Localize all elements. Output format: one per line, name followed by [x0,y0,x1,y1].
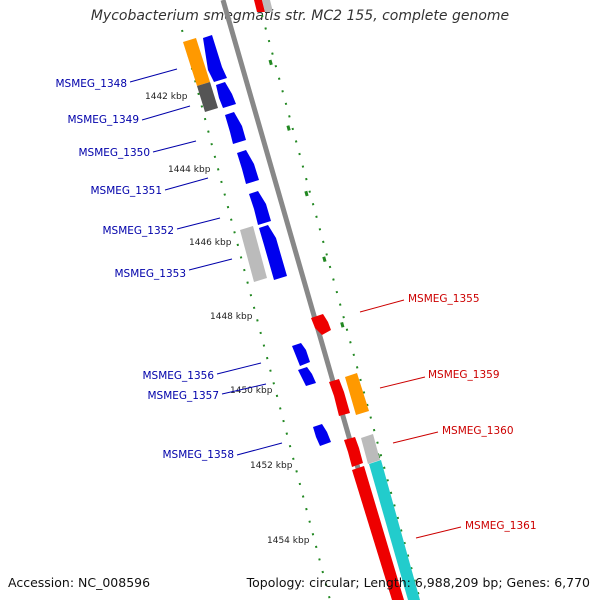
scale-tick-label: 1454 kbp [267,536,310,546]
gene-msmeg-1361-cds[interactable] [352,466,404,600]
gene-msmeg-1353-gray[interactable] [240,226,267,282]
gene-msmeg-1361-cyan[interactable] [369,460,420,600]
top-reverse-feature[interactable] [254,0,265,12]
gene-label[interactable]: MSMEG_1349 [67,114,139,126]
gene-msmeg-1349-cds[interactable] [216,82,236,108]
gene-msmeg-1359-orange[interactable] [345,373,369,415]
leader-line [164,177,209,191]
gene-label[interactable]: MSMEG_1361 [465,520,537,532]
gene-msmeg-1352-cds[interactable] [249,191,271,225]
leader-line [152,140,197,153]
gene-label[interactable]: MSMEG_1350 [78,147,150,159]
gene-msmeg-1353-cds[interactable] [259,225,287,280]
gene-label[interactable]: MSMEG_1355 [408,293,480,305]
leader-line [379,376,426,389]
scale-tick-label: 1442 kbp [145,92,188,102]
leader-line [129,68,178,83]
leader-line [188,258,233,271]
scale-tick-label: 1450 kbp [230,386,273,396]
gene-label[interactable]: MSMEG_1360 [442,425,514,437]
gene-msmeg-1358-cds[interactable] [313,424,331,446]
gene-msmeg-1350-cds[interactable] [225,112,246,144]
gene-label[interactable]: MSMEG_1356 [142,370,214,382]
gene-label[interactable]: MSMEG_1359 [428,369,500,381]
left-gene-labels: MSMEG_1348 MSMEG_1349 MSMEG_1350 MSMEG_1… [55,68,283,461]
leader-line [176,217,221,230]
gene-msmeg-1348-cds[interactable] [203,35,227,82]
gene-label[interactable]: MSMEG_1352 [102,225,174,237]
leader-line [221,383,267,395]
gene-msmeg-1357-cds[interactable] [298,367,316,386]
gene-msmeg-1351-cds[interactable] [237,150,259,184]
gene-msmeg-1349-gray[interactable] [197,82,218,112]
features [183,0,420,600]
gene-msmeg-1348-orange[interactable] [183,38,210,86]
scale-tick-label: 1446 kbp [189,238,232,248]
leader-line [359,299,405,313]
gene-msmeg-1359-cds[interactable] [329,379,350,416]
leader-line [392,431,439,444]
gene-msmeg-1355-cds[interactable] [311,314,331,335]
top-gray-feature[interactable] [262,0,273,12]
map-title: Mycobacterium smegmatis str. MC2 155, co… [90,8,510,24]
gene-label[interactable]: MSMEG_1351 [90,185,162,197]
scale-tick-label: 1444 kbp [168,165,211,175]
gene-msmeg-1360-gray[interactable] [361,434,380,464]
gene-label[interactable]: MSMEG_1353 [114,268,186,280]
leader-line [236,442,283,456]
gene-msmeg-1356-cds[interactable] [292,343,310,366]
right-gene-labels: MSMEG_1355 MSMEG_1359 MSMEG_1360 MSMEG_1… [359,293,537,539]
leader-line [216,362,262,375]
gene-msmeg-1360-cds[interactable] [344,437,363,467]
gene-label[interactable]: MSMEG_1358 [162,449,234,461]
leader-line [141,105,191,121]
scale-tick-label: 1452 kbp [250,461,293,471]
accession-text: Accession: NC_008596 [8,575,151,590]
gene-label[interactable]: MSMEG_1357 [147,390,219,402]
leader-line [415,526,462,539]
ticks-ring-right [261,14,421,600]
scale-tick-label: 1448 kbp [210,312,253,322]
scale-labels: 1442 kbp 1444 kbp 1446 kbp 1448 kbp 1450… [145,92,310,546]
gene-label[interactable]: MSMEG_1348 [55,78,127,90]
genome-summary-text: Topology: circular; Length: 6,988,209 bp… [246,575,590,590]
